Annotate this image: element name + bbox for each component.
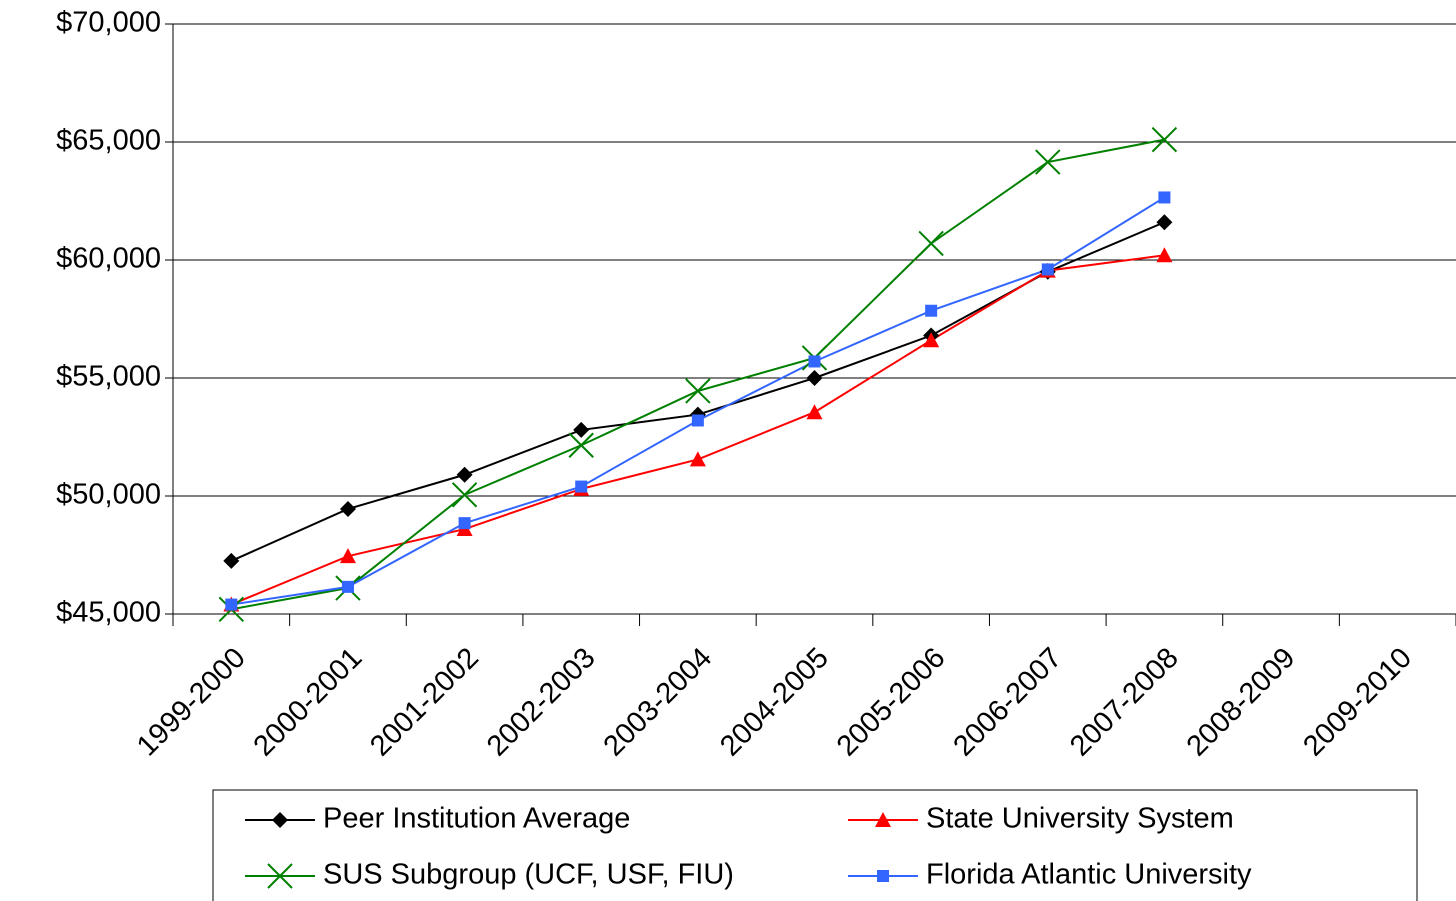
x-tick-label: 1999-2000 (131, 642, 252, 763)
marker (339, 548, 356, 564)
x-tick-label: 2008-2009 (1181, 642, 1302, 763)
marker (267, 863, 293, 889)
y-tick-label: $65,000 (56, 125, 161, 157)
marker (339, 500, 356, 517)
marker (806, 404, 823, 420)
marker (575, 480, 588, 493)
x-tick-label: 2006-2007 (947, 642, 1068, 763)
x-tick-label: 2007-2008 (1064, 642, 1185, 763)
y-tick-label: $60,000 (56, 243, 161, 275)
legend-box (212, 789, 1418, 901)
legend-label: State University System (926, 803, 1234, 835)
legend-label: Peer Institution Average (323, 803, 630, 835)
marker (568, 432, 594, 458)
legend: Peer Institution Average State University… (212, 789, 1418, 901)
marker (272, 812, 288, 828)
marker (689, 451, 706, 467)
marker (451, 482, 478, 508)
marker (691, 414, 704, 427)
y-tick-label: $45,000 (56, 597, 161, 629)
x-tick-label: 2001-2002 (364, 642, 485, 763)
marker (456, 466, 473, 483)
x-tick-label: 2005-2006 (831, 642, 952, 763)
marker (1035, 149, 1061, 175)
y-tick-label: $55,000 (56, 361, 161, 393)
marker (877, 870, 889, 882)
series-line (231, 196, 1165, 606)
marker (225, 598, 238, 611)
marker (223, 552, 240, 569)
series-line (230, 254, 1165, 606)
marker (806, 370, 823, 386)
marker (918, 230, 944, 257)
marker (925, 304, 938, 317)
series-line (231, 138, 1165, 611)
marker (875, 812, 891, 827)
x-tick-label: 2004-2005 (714, 642, 835, 763)
marker (1151, 126, 1178, 153)
marker (1156, 214, 1173, 231)
marker (808, 355, 821, 368)
x-tick-label: 2009-2010 (1297, 642, 1418, 763)
x-tick-label: 2000-2001 (248, 642, 369, 763)
marker (1156, 247, 1173, 263)
marker (458, 517, 471, 530)
marker (341, 580, 354, 593)
marker (573, 421, 590, 438)
marker (1041, 263, 1054, 276)
marker (685, 378, 711, 404)
legend-label: SUS Subgroup (UCF, USF, FIU) (323, 859, 734, 891)
y-tick-label: $50,000 (56, 479, 161, 511)
legend-label: Florida Atlantic University (926, 859, 1252, 891)
y-tick-label: $70,000 (56, 7, 161, 39)
x-tick-label: 2003-2004 (598, 642, 719, 763)
marker (1158, 191, 1171, 204)
marker (923, 332, 940, 348)
x-tick-label: 2002-2003 (481, 642, 602, 763)
